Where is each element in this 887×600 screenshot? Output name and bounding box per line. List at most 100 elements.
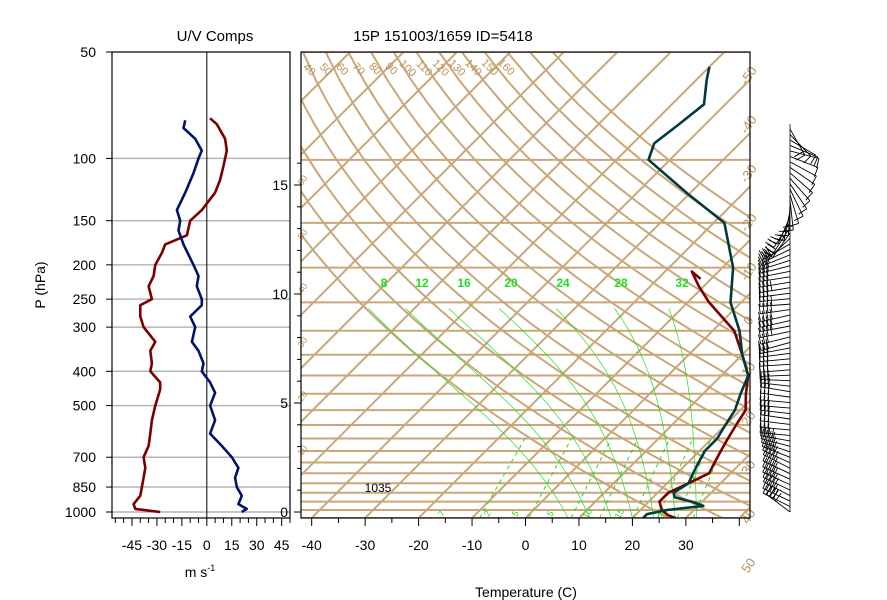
uv-y-axis: 1000 850 700 500 400 300 250 200 150 100 50 (65, 44, 112, 520)
v-component-line (175, 120, 248, 514)
wind-barb-feather (794, 151, 804, 158)
moist-adiabat-label: 32 (675, 276, 689, 290)
height-tick-label: 0 (280, 504, 288, 520)
dry-adiabat-label: 60 (333, 61, 350, 78)
wind-barb (760, 265, 791, 274)
moist-adiabat-label: 16 (457, 276, 471, 290)
wind-barb-feather (770, 302, 773, 313)
wind-barb-feather (758, 282, 761, 293)
wind-barb (760, 314, 791, 323)
wind-barb-feather (762, 286, 765, 297)
wind-barb (762, 466, 791, 480)
isotherm (301, 52, 512, 263)
moist-adiabat (448, 308, 612, 518)
wind-barb (760, 435, 791, 442)
wind-barb (760, 281, 791, 288)
wind-barb (760, 409, 791, 414)
isotherm-label: -10 (737, 259, 760, 283)
mixing-ratio-line (479, 438, 526, 518)
wind-barb-feather (765, 310, 769, 321)
wind-barb (760, 292, 791, 298)
isotherm-label: 10 (738, 359, 759, 379)
isotherm (738, 505, 750, 518)
wind-barb (789, 166, 815, 185)
uv-x-axis: -45 -30 -15 0 15 30 45 (114, 518, 291, 553)
wind-barb-feather (765, 257, 770, 268)
isotherm (364, 131, 750, 518)
isotherm (685, 452, 750, 518)
moist-adiabat (668, 308, 697, 518)
wind-barb (760, 399, 791, 404)
wind-barb (760, 405, 791, 409)
mixing-ratio-line (599, 438, 639, 518)
y-tick-label: 250 (73, 291, 97, 307)
wind-barb-feather (764, 433, 769, 444)
skewt-height-axis: 0 5 10 15 (272, 162, 301, 520)
isotherm (310, 78, 750, 518)
wind-barbs (757, 124, 820, 513)
wind-barb-feather (767, 384, 770, 395)
wind-barb-feather (783, 229, 794, 232)
x-tick-label: 45 (274, 537, 290, 553)
isotherm-label-left: 30 (296, 335, 310, 349)
wind-barb (760, 438, 791, 447)
wind-barb (760, 358, 791, 363)
wind-barb (760, 331, 791, 339)
isotherm (471, 238, 750, 518)
moist-adiabat-label: 8 (381, 276, 388, 290)
wind-barb (760, 270, 791, 278)
wind-barb-feather (758, 250, 765, 260)
isobar-height-label: 1035 (365, 481, 392, 495)
wind-barb-feather (762, 467, 768, 478)
wind-barb (760, 426, 791, 431)
wind-barb-feather (761, 311, 765, 321)
wind-barb-feather (813, 167, 819, 177)
wind-barb (763, 454, 791, 469)
wind-barb-feather (757, 340, 762, 351)
isotherm-label-left: 50 (296, 227, 310, 241)
dry-adiabat-label: 40 (301, 61, 318, 78)
wind-barb-feather (766, 447, 772, 457)
isotherm-label-left: 10 (296, 443, 310, 457)
wind-barb (760, 347, 791, 354)
wind-barb-feather (765, 332, 769, 343)
isotherm-label-left: 20 (296, 389, 310, 403)
wind-barb-feather (769, 471, 775, 481)
wind-barb-feather (772, 484, 779, 494)
wind-barb-feather (764, 251, 773, 258)
wind-barb-feather (768, 430, 772, 441)
wind-barb-feather (760, 251, 769, 260)
wind-barb-feather (778, 234, 789, 237)
x-tick-label: 30 (249, 537, 265, 553)
wind-barb (789, 155, 819, 168)
wind-barb-feather (759, 404, 763, 415)
moist-adiabat-label: 28 (614, 276, 628, 290)
moist-adiabat (405, 308, 590, 518)
wind-barb-feather (813, 156, 819, 167)
mixing-ratio-line (632, 438, 671, 518)
wind-barb-feather (811, 175, 817, 186)
isotherm-label: 50 (738, 555, 759, 575)
wind-barb (762, 460, 791, 475)
wind-barb-feather (762, 479, 768, 489)
height-tick-label: 10 (272, 286, 288, 302)
wind-barb-feather (766, 469, 772, 479)
wind-barb (761, 259, 791, 270)
isotherm (301, 52, 672, 424)
wind-barb-feather (759, 410, 762, 421)
wind-barb-feather (758, 263, 762, 274)
mixing-ratio-label: 15 (613, 507, 627, 521)
wind-barb-feather (765, 442, 771, 453)
wind-barb-feather (764, 429, 768, 440)
y-tick-label: 1000 (65, 504, 96, 520)
wind-barb (761, 445, 791, 458)
wind-barb (789, 128, 806, 156)
wind-barb-feather (762, 457, 768, 468)
wind-barb-feather (767, 373, 770, 384)
wind-barb-feather (758, 343, 761, 354)
wind-barb-feather (802, 200, 811, 208)
wind-barb-feather (774, 238, 785, 241)
wind-barb (760, 369, 791, 373)
wind-barb-feather (762, 484, 768, 494)
